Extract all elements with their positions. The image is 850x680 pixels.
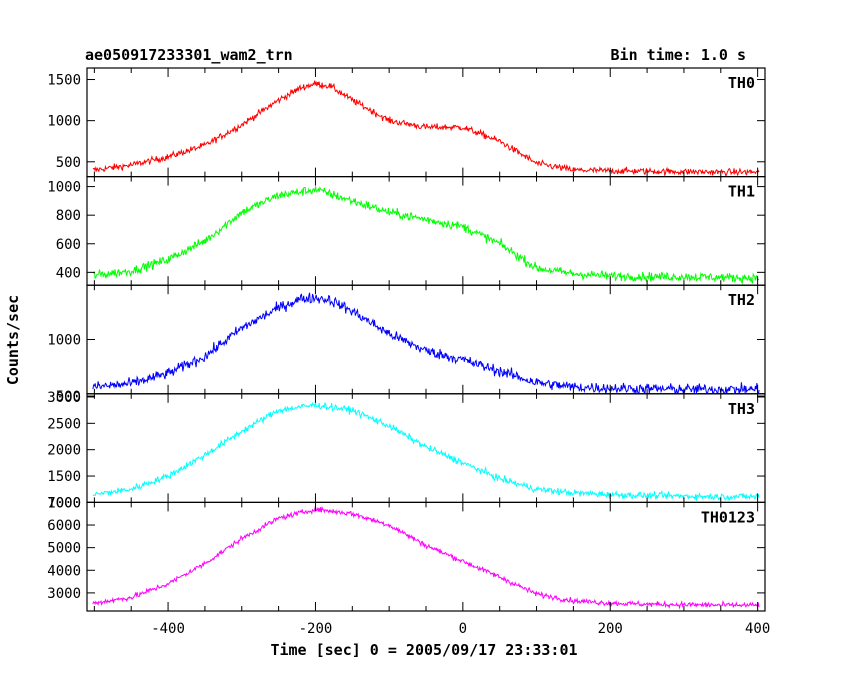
y-tick-label: 3000 (47, 586, 81, 602)
y-tick-label: 6000 (47, 518, 81, 534)
panel-label: TH2 (728, 291, 755, 309)
y-tick-label: 1500 (47, 73, 81, 89)
panel-frame (86, 67, 766, 178)
panel-label: TH1 (728, 183, 755, 201)
series-line-th0 (92, 80, 760, 177)
y-tick-label: 400 (56, 265, 81, 281)
panel-label: TH0 (728, 74, 755, 92)
y-tick-label: 1000 (47, 333, 81, 349)
y-tick-label: 800 (56, 208, 81, 224)
y-tick-label: 1000 (47, 495, 81, 511)
panel-label: TH3 (728, 400, 755, 418)
y-tick-label: 7000 (47, 495, 81, 511)
y-tick-label: 1500 (47, 469, 81, 485)
series-line-th1 (92, 186, 760, 285)
y-tick-label: 500 (56, 155, 81, 171)
y-tick-label: 1000 (47, 114, 81, 130)
y-tick-label: 2000 (47, 443, 81, 459)
chart-title: ae050917233301_wam2_trn (85, 46, 293, 64)
x-tick-label: -400 (151, 621, 185, 637)
panels-group: 500 1000 1500 TH0 400 600 800 1000 TH1 500 1000 TH2… (47, 67, 766, 612)
x-tick-labels: -400 -200 0 200 400 (151, 621, 770, 637)
y-tick-label: 2500 (47, 416, 81, 432)
x-tick-label: -200 (299, 621, 333, 637)
y-tick-label: 600 (56, 237, 81, 253)
y-tick-label: 500 (56, 389, 81, 405)
panel-frame (86, 284, 766, 395)
x-tick-label: 0 (459, 621, 467, 637)
x-axis-label: Time [sec] 0 = 2005/09/17 23:33:01 (270, 641, 577, 659)
y-tick-label: 1000 (47, 180, 81, 196)
panel-th2: 500 1000 TH2 (47, 284, 766, 405)
y-axis-label: Counts/sec (4, 295, 22, 385)
panel-th3: 1000 1500 2000 2500 3000 TH3 (47, 390, 766, 511)
series-line-th3 (92, 401, 760, 502)
panel-frame (86, 176, 766, 286)
panel-th1: 400 600 800 1000 TH1 (47, 176, 766, 286)
chart-subtitle: Bin time: 1.0 s (611, 46, 746, 64)
x-tick-label: 200 (598, 621, 623, 637)
panel-frame (86, 393, 766, 503)
series-line-th0123 (92, 505, 760, 610)
x-tick-label: 400 (745, 621, 770, 637)
panel-label: TH0123 (701, 508, 755, 526)
y-tick-label: 5000 (47, 541, 81, 557)
y-tick-label: 4000 (47, 563, 81, 579)
series-line-th2 (92, 292, 760, 394)
panel-frame (86, 501, 766, 612)
panel-th0: 500 1000 1500 TH0 (47, 67, 766, 178)
y-tick-label: 3000 (47, 390, 81, 406)
panel-th0123: 3000 4000 5000 6000 7000 TH0123 (47, 495, 766, 612)
